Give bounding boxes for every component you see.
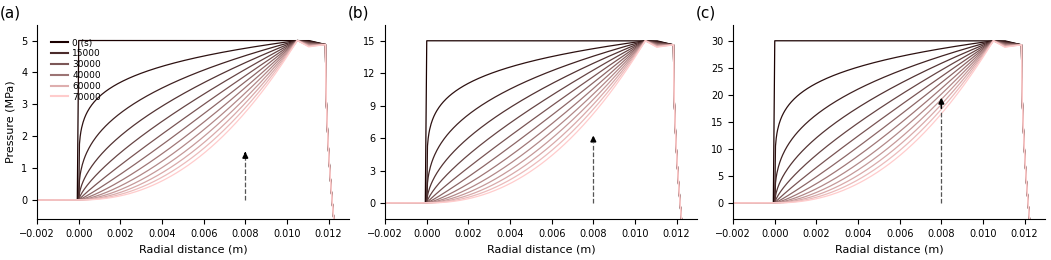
X-axis label: Radial distance (m): Radial distance (m) (139, 244, 248, 255)
Text: (c): (c) (696, 6, 716, 21)
Text: (b): (b) (348, 6, 369, 21)
Y-axis label: Pressure (MPa): Pressure (MPa) (5, 81, 16, 163)
Text: (a): (a) (0, 6, 21, 21)
X-axis label: Radial distance (m): Radial distance (m) (487, 244, 596, 255)
Legend: 0 (s), 15000, 30000, 40000, 60000, 70000: 0 (s), 15000, 30000, 40000, 60000, 70000 (48, 35, 105, 105)
X-axis label: Radial distance (m): Radial distance (m) (834, 244, 944, 255)
